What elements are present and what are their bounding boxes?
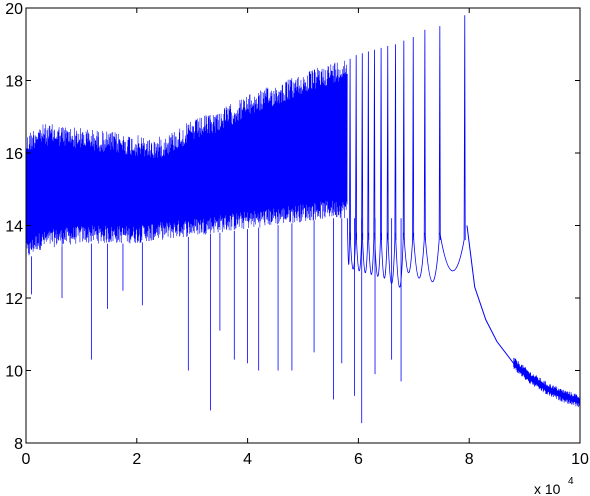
series-resonance-peak [395,40,405,288]
series-resonance-peak [424,26,441,283]
y-tick-label: 16 [5,146,23,163]
series-resonance-peak [380,46,389,279]
x-tick-label: 6 [354,451,363,468]
tick-layer [25,7,581,444]
series-resonance-peak [387,44,397,284]
series-resonance-peak [374,47,382,277]
data-layer [25,15,581,424]
label-layer: 0 2 4 6 8 10 8 10 12 14 16 18 20 [5,1,589,468]
series-resonance-peak [412,29,426,279]
series-oscillation-band [25,60,348,257]
y-tick-label: 8 [14,436,23,453]
y-tick-label: 10 [5,364,23,381]
series-tail-noise [513,357,581,408]
series-resonance-peak [349,55,358,270]
x-exponent-label: x 10 [534,481,561,496]
x-tick-label: 10 [571,451,589,468]
x-tick-label: 4 [243,451,252,468]
series-resonance-peak [355,53,364,272]
x-tick-label: 0 [22,451,31,468]
x-tick-label: 2 [132,451,141,468]
series-resonance-peak [403,36,415,274]
x-exponent-power: 4 [568,476,574,487]
series-resonance-peak [367,49,376,275]
x-tick-label: 8 [465,451,474,468]
series-resonance-peak [439,15,466,272]
y-tick-label: 18 [5,74,23,91]
series-resonance-peak [361,51,370,274]
y-tick-label: 20 [5,1,23,18]
series-resonance-peak [346,58,351,265]
y-tick-label: 12 [5,291,23,308]
y-tick-label: 14 [5,219,23,236]
